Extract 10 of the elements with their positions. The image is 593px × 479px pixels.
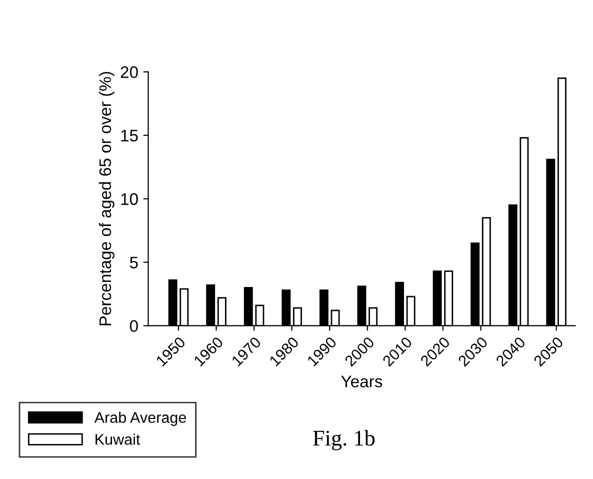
legend-label: Kuwait <box>96 434 140 445</box>
y-tick-label: 0 <box>130 320 138 332</box>
y-tick-label: 10 <box>121 193 138 205</box>
y-tick-label: 20 <box>120 66 138 78</box>
y-tick-label: 15 <box>121 130 138 142</box>
x-axis-title: Years <box>341 376 382 388</box>
caption: Fig. 1b <box>313 430 375 450</box>
y-axis-title: Percentage of aged 65 or over (%) <box>98 72 114 326</box>
legend-label: Arab Average <box>94 412 186 426</box>
y-tick-label: 5 <box>130 256 138 268</box>
